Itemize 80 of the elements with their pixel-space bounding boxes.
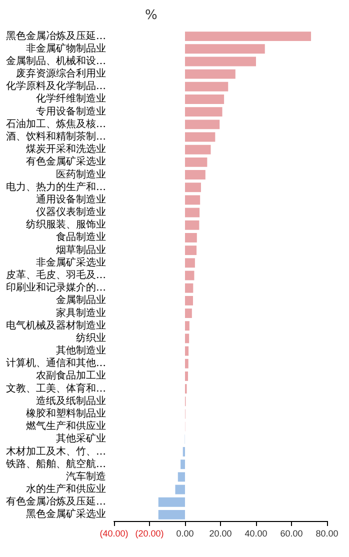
y-tick-label: 纺织服装、服饰业 [26, 218, 106, 231]
bar [185, 220, 200, 230]
bar [185, 346, 189, 356]
bar [185, 94, 224, 104]
bar [185, 283, 194, 293]
bar [185, 334, 190, 344]
bar [158, 497, 185, 507]
bar [185, 358, 188, 368]
y-tick-label: 电气机械及器材制造业 [6, 319, 106, 332]
y-tick-label: 非金属矿采选业 [36, 256, 106, 268]
y-tick-label: 非金属矿物制品业 [26, 42, 106, 54]
y-tick-label: 农副食品加工业 [36, 370, 106, 382]
y-tick-label: 金属制品、机械和设… [6, 54, 106, 67]
chart-title: % [145, 8, 158, 23]
bar [185, 195, 200, 205]
bar [185, 32, 312, 42]
x-tick-label: 80.00 [316, 528, 338, 538]
bar [185, 132, 216, 142]
bar [185, 44, 265, 54]
y-tick-label: 煤炭开采和洗选业 [26, 143, 106, 156]
y-tick-label: 其他制造业 [56, 344, 106, 357]
y-tick-label: 燃气生产和供应业 [26, 420, 106, 432]
y-tick-label: 计算机、通信和其他… [6, 357, 106, 370]
y-tick-label: 化学原料及化学制品… [6, 80, 106, 92]
bar [185, 371, 188, 381]
bar [185, 258, 195, 268]
bar [185, 69, 236, 79]
bar [185, 120, 220, 130]
bar [185, 56, 256, 66]
y-tick-label: 医药制造业 [56, 168, 106, 180]
y-tick-label: 有色金属矿采选业 [26, 156, 106, 168]
y-tick-label: 专用设备制造业 [36, 105, 106, 118]
x-tick-label: 20.00 [209, 528, 232, 538]
bar [185, 157, 208, 167]
y-tick-label: 其他采矿业 [56, 432, 106, 445]
x-tick-label: 40.00 [244, 528, 268, 538]
y-tick-label: 化学纤维制造业 [36, 92, 106, 105]
y-tick-label: 水的生产和供应业 [26, 483, 106, 496]
y-tick-label: 仪器仪表制造业 [36, 206, 106, 218]
bar [185, 233, 197, 242]
y-tick-label: 造纸及纸制品业 [36, 394, 106, 407]
y-tick-label: 纺织业 [76, 332, 106, 344]
y-tick-label: 通用设备制造业 [36, 193, 106, 206]
x-tick-label: (40.00) [100, 528, 128, 538]
y-tick-label: 家具制造业 [56, 306, 106, 319]
bar [185, 144, 211, 154]
y-tick-label: 文教、工美、体育和… [6, 382, 106, 394]
y-tick-label: 酒、饮料和精制茶制… [6, 130, 106, 143]
bar [185, 170, 206, 180]
bar [185, 270, 194, 280]
y-tick-label: 汽车制造 [66, 470, 106, 482]
bar [185, 208, 200, 218]
x-tick-label: 0.00 [176, 528, 194, 538]
x-tick-label: 60.00 [280, 528, 303, 538]
bar [185, 107, 222, 117]
y-tick-label: 石油加工、炼焦及核… [6, 118, 106, 130]
bar [185, 321, 190, 331]
bar [178, 472, 185, 482]
y-tick-label: 金属制品业 [56, 294, 106, 306]
y-tick-label: 烟草制品业 [56, 244, 106, 256]
y-tick-label: 电力、热力的生产和… [6, 180, 106, 193]
bar [180, 460, 185, 470]
bar [185, 182, 201, 192]
x-tick-label: (20.00) [135, 528, 164, 538]
bar [185, 296, 193, 306]
y-tick-label: 黑色金属冶炼及压延… [6, 30, 106, 42]
bar [175, 484, 185, 494]
bar [158, 510, 185, 520]
bar [185, 246, 197, 256]
y-tick-label: 橡胶和塑料制品业 [26, 407, 106, 420]
y-tick-label: 铁路、船舶、航空航… [5, 458, 106, 470]
y-tick-label: 有色金属冶炼及压延… [6, 496, 106, 508]
y-tick-label: 印刷业和记录媒介的… [6, 282, 106, 294]
y-tick-label: 黑色金属矿采选业 [26, 508, 106, 520]
y-tick-label: 食品制造业 [56, 231, 106, 244]
y-tick-label: 废弃资源综合利用业 [16, 68, 106, 80]
bar [185, 308, 192, 318]
y-tick-label: 木材加工及木、竹、… [6, 445, 106, 458]
bar [185, 82, 228, 92]
y-tick-label: 皮革、毛皮、羽毛及… [6, 269, 106, 281]
